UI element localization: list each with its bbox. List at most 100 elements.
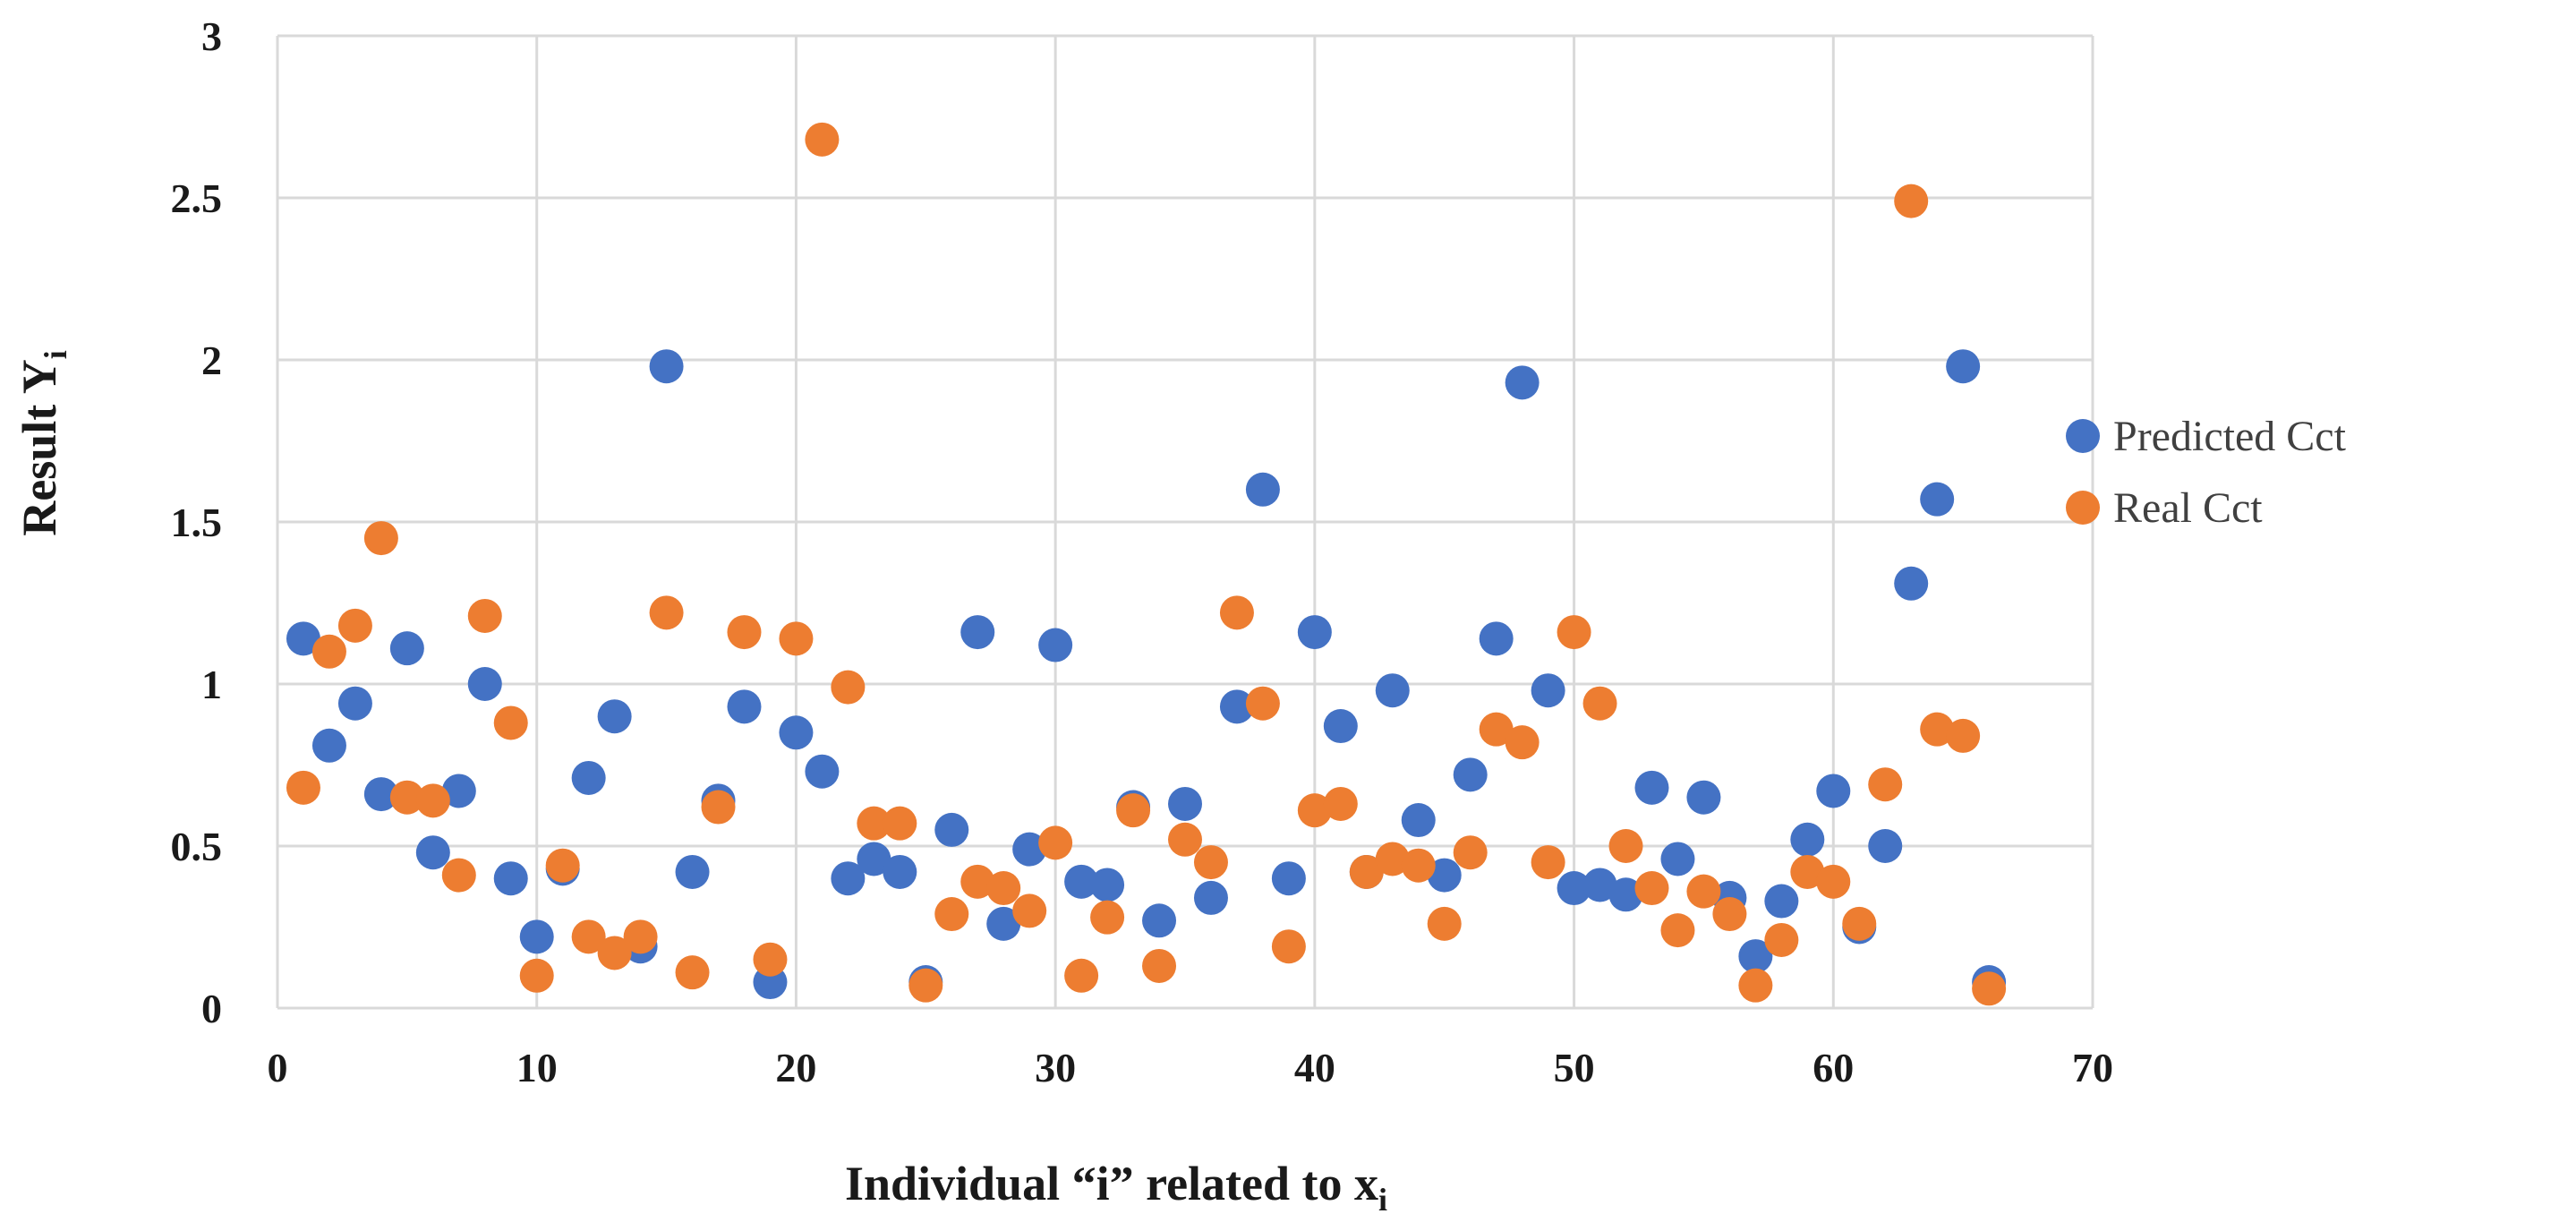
data-point: [363, 521, 398, 556]
y-tick-label: 2: [201, 338, 222, 383]
data-point: [1531, 845, 1565, 880]
x-tick-label: 20: [775, 1045, 816, 1090]
data-point: [1453, 757, 1488, 792]
data-point: [1323, 709, 1358, 744]
data-point: [1427, 906, 1462, 941]
data-point: [1375, 673, 1410, 708]
data-point: [1168, 786, 1202, 821]
x-tick-labels: 0 10 20 30 40 50 60 70: [268, 1045, 2114, 1090]
y-tick-label: 0: [201, 986, 222, 1031]
y-tick-label: 1.5: [171, 500, 223, 545]
data-point: [1271, 929, 1306, 964]
data-point: [1557, 615, 1591, 650]
data-point: [1323, 786, 1358, 821]
data-point: [519, 958, 554, 993]
data-point: [1634, 770, 1669, 805]
data-point: [1038, 825, 1073, 860]
data-point: [857, 806, 891, 841]
data-point: [1608, 877, 1643, 912]
data-point: [1479, 621, 1514, 656]
data-point: [1816, 864, 1851, 899]
x-tick-label: 10: [516, 1045, 558, 1090]
y-tick-label: 3: [201, 13, 222, 59]
data-point: [831, 861, 866, 896]
data-points: [286, 122, 2007, 1006]
data-point: [1012, 893, 1047, 928]
data-point: [1764, 884, 1799, 919]
data-point: [441, 774, 476, 808]
data-point: [1401, 848, 1436, 883]
data-point: [623, 919, 658, 954]
x-tick-label: 50: [1554, 1045, 1595, 1090]
data-point: [1972, 971, 2007, 1006]
data-point: [1375, 842, 1410, 876]
data-point: [908, 968, 943, 1003]
data-point: [1894, 184, 1929, 218]
data-point: [1038, 628, 1073, 663]
data-point: [1193, 880, 1228, 915]
legend-label-predicted-cct: Predicted Cct: [2113, 413, 2347, 460]
legend-marker-predicted-cct: [2066, 419, 2100, 453]
data-point: [311, 634, 346, 669]
data-point: [986, 871, 1021, 906]
data-point: [1116, 793, 1151, 828]
legend-item-predicted-cct: Predicted Cct: [2066, 413, 2347, 460]
data-point: [1427, 858, 1462, 893]
y-tick-label: 1: [201, 662, 222, 707]
data-point: [337, 608, 372, 643]
data-point: [1764, 922, 1799, 957]
data-point: [960, 864, 995, 899]
data-point: [441, 858, 476, 893]
data-point: [701, 790, 736, 825]
data-point: [467, 667, 502, 701]
data-point: [1064, 958, 1099, 993]
data-point: [883, 854, 917, 889]
data-point: [1790, 854, 1825, 889]
data-point: [960, 615, 995, 650]
legend: Predicted Cct Real Cct: [2066, 413, 2347, 532]
data-point: [1660, 913, 1695, 948]
data-point: [1453, 835, 1488, 870]
data-point: [1142, 903, 1177, 938]
y-tick-label: 0.5: [171, 824, 223, 869]
data-point: [675, 955, 710, 990]
x-tick-label: 30: [1035, 1045, 1076, 1090]
data-point: [1686, 780, 1721, 815]
data-point: [805, 754, 840, 789]
data-point: [1816, 774, 1851, 808]
data-point: [363, 777, 398, 812]
data-point: [753, 942, 788, 977]
data-point: [727, 615, 762, 650]
data-point: [1090, 900, 1125, 935]
data-point: [1582, 868, 1617, 902]
data-point: [389, 780, 424, 815]
data-point: [1738, 939, 1773, 974]
data-point: [467, 598, 502, 633]
data-point: [986, 906, 1021, 941]
data-point: [1349, 854, 1384, 889]
data-point: [649, 349, 684, 384]
data-point: [519, 919, 554, 954]
x-tick-label: 40: [1294, 1045, 1335, 1090]
data-point: [545, 848, 580, 883]
data-point: [1920, 712, 1955, 747]
data-point: [1505, 725, 1540, 760]
legend-item-real-cct: Real Cct: [2066, 484, 2263, 532]
data-point: [415, 835, 450, 870]
data-point: [1219, 595, 1254, 630]
data-point: [1168, 822, 1202, 857]
data-point: [1245, 686, 1280, 721]
data-point: [1064, 864, 1099, 899]
x-tick-label: 0: [268, 1045, 288, 1090]
data-point: [1142, 948, 1177, 983]
data-point: [415, 783, 450, 818]
data-point: [934, 812, 969, 847]
data-point: [337, 686, 372, 721]
data-point: [1219, 689, 1254, 724]
data-point: [597, 936, 632, 970]
data-point: [597, 699, 632, 734]
data-point: [883, 806, 917, 841]
data-point: [1868, 767, 1903, 802]
data-point: [1634, 871, 1669, 906]
